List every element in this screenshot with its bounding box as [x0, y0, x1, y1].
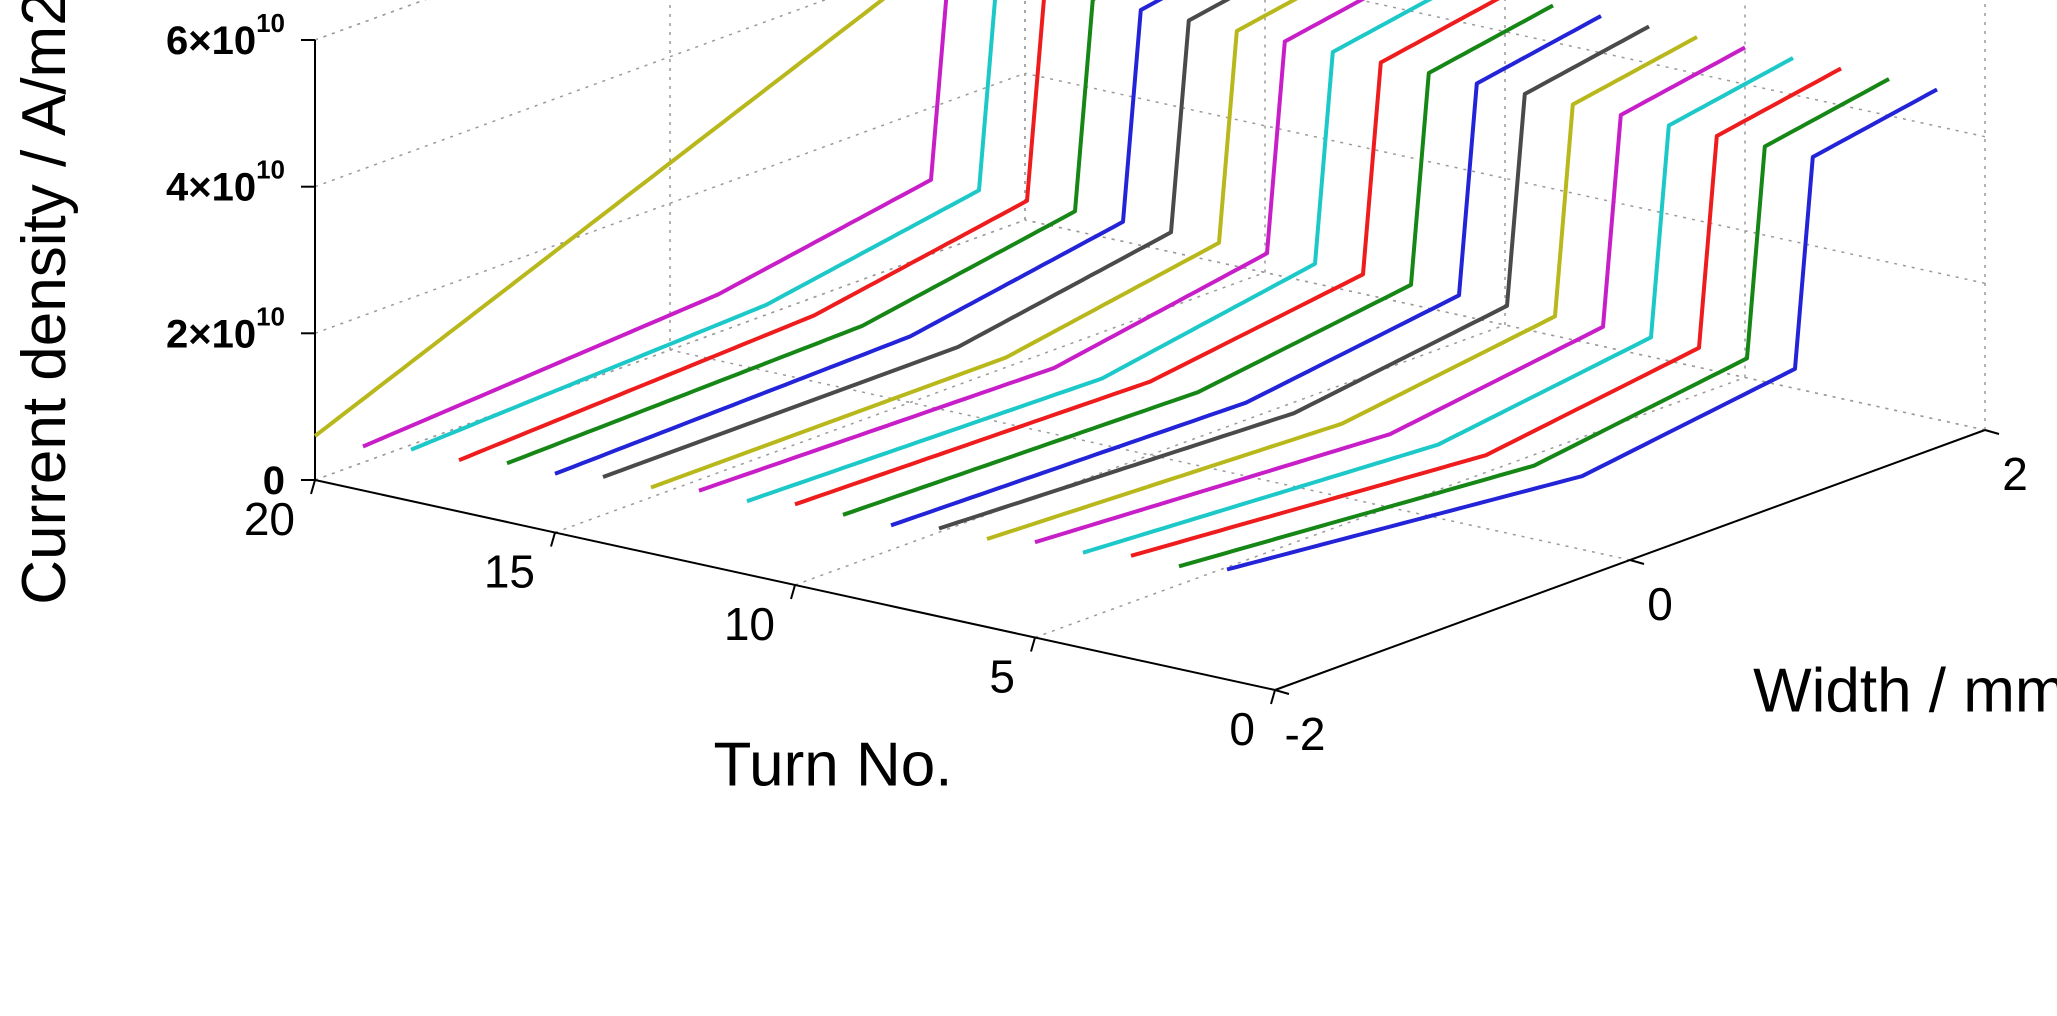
- series-line-turn-11: [746, 0, 1433, 504]
- y-tick-label: 0: [1229, 703, 1255, 755]
- chart-grid: [314, 0, 1986, 691]
- y-tick-mark: [1030, 637, 1036, 652]
- y-tick-label: 20: [244, 493, 295, 545]
- z-axis-title: Current density / A/m2: [10, 0, 79, 605]
- y-tick-mark: [1270, 689, 1276, 705]
- chart-series: [313, 0, 1938, 572]
- z-tick-label: 2×1010: [166, 301, 285, 356]
- x-tick-mark: [1984, 429, 2000, 435]
- series-line-turn-17: [458, 0, 1046, 463]
- y-tick-mark: [550, 532, 556, 547]
- x-tick-label: 0: [1647, 578, 1673, 630]
- series-line-turn-6: [986, 35, 1698, 541]
- series-line-turn-3: [1130, 66, 1842, 558]
- z-tick-label: 4×1010: [166, 155, 285, 210]
- z-tick-exponent: 10: [256, 301, 285, 331]
- x-axis-title: Width / mm: [1753, 657, 2057, 726]
- y-tick-mark: [310, 479, 316, 495]
- z-tick-exponent: 10: [256, 155, 285, 185]
- y-axis-title: Turn No.: [714, 731, 953, 800]
- grid-line: [314, 72, 1026, 335]
- grid-line: [1356, 0, 1986, 138]
- z-tick-exponent: 10: [256, 8, 285, 38]
- series-line-turn-19: [362, 0, 949, 449]
- z-tick-label: 0: [263, 459, 285, 503]
- series-line-turn-4: [1082, 56, 1794, 555]
- series-line-turn-15: [554, 0, 1164, 476]
- chart-axes: [301, 39, 2000, 705]
- series-line-turn-20: [313, 0, 886, 438]
- x-tick-mark: [1274, 689, 1290, 695]
- series-line-turn-1: [1226, 87, 1938, 572]
- grid-line: [1024, 219, 1986, 431]
- series-line-turn-16: [506, 0, 1097, 466]
- x-tick-label: 2: [2002, 448, 2028, 500]
- series-line-turn-14: [602, 0, 1231, 479]
- series-line-turn-9: [842, 3, 1554, 517]
- z-tick-mantissa: 2×10: [166, 312, 256, 356]
- y-tick-label: 15: [484, 546, 535, 598]
- y-tick-mark: [790, 584, 796, 600]
- series-line-turn-12: [698, 0, 1366, 493]
- series-line-turn-13: [650, 0, 1298, 490]
- y-tick-label: 5: [989, 651, 1015, 703]
- grid-line: [669, 349, 1631, 561]
- x-tick-mark: [1629, 559, 1645, 565]
- series-line-turn-10: [794, 0, 1500, 507]
- series-line-turn-5: [1034, 45, 1746, 545]
- z-tick-mantissa: 0: [263, 459, 285, 503]
- series-line-turn-2: [1178, 77, 1890, 569]
- x-tick-label: -2: [1285, 708, 1326, 760]
- series-line-turn-18: [410, 0, 998, 452]
- z-tick-mantissa: 6×10: [166, 19, 256, 63]
- grid-line: [314, 0, 828, 188]
- z-tick-label: 6×1010: [166, 8, 285, 63]
- grid-line: [1024, 72, 1986, 285]
- series-line-turn-7: [938, 24, 1650, 531]
- series-line-turn-8: [890, 14, 1602, 528]
- y-tick-label: 10: [724, 598, 775, 650]
- z-tick-mantissa: 4×10: [166, 166, 256, 210]
